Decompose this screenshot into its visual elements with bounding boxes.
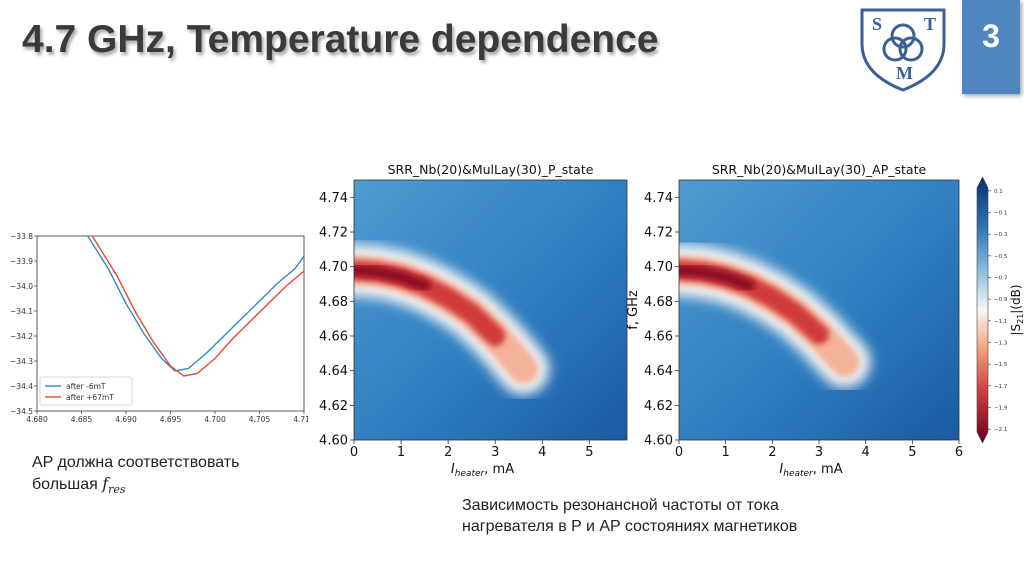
logo-knot-icon (882, 23, 924, 62)
logo-letter-m: M (896, 63, 913, 83)
x-tick-label: 1 (722, 445, 730, 460)
y-tick-label: −34.1 (10, 307, 33, 316)
heatmap-p-state: SRR_Nb(20)&MulLay(30)_P_state 4.60 4.62 4.6… (319, 162, 628, 476)
colorbar-tick-label: −1.9 (994, 406, 1008, 412)
heatmap-title: SRR_Nb(20)&MulLay(30)_P_state (388, 162, 594, 177)
colorbar-tick-label: −0.5 (994, 254, 1008, 260)
colorbar: 0.1 −0.1 −0.3 −0.5 −0.7 −0.9 −1.1 −1.3 −1.5 −1.7 −… (976, 176, 1024, 444)
heatmap-title: SRR_Nb(20)&MulLay(30)_AP_state (712, 162, 927, 177)
x-axis-label: Iheater, mA (779, 462, 842, 476)
x-tick-label: 0 (675, 445, 683, 460)
x-tick-label: 1 (397, 445, 405, 460)
y-tick-label: 4.68 (644, 295, 673, 310)
x-tick-label: 5 (585, 445, 593, 460)
logo-letter-t: T (924, 14, 936, 34)
y-tick-label: −33.9 (10, 257, 33, 266)
y-tick-label: 4.68 (319, 295, 348, 310)
y-tick-label: 4.66 (644, 330, 673, 345)
page-number-badge: 3 (962, 0, 1020, 94)
x-tick-label: 3 (815, 445, 823, 460)
heatmap-ap-state: SRR_Nb(20)&MulLay(30)_AP_state 4.60 4.62 4.… (626, 162, 963, 476)
heatmap-frame (353, 179, 628, 441)
left-caption-line2: большая fres (32, 473, 239, 500)
x-tick-label: 4 (538, 445, 546, 460)
colorbar-tick-label: −1.7 (994, 384, 1008, 390)
y-tick-label: 4.64 (319, 364, 348, 379)
x-tick-label: 2 (768, 445, 776, 460)
y-tick-label: −34.3 (10, 357, 33, 366)
legend-box (39, 376, 133, 406)
colorbar-tick-label: −0.7 (994, 276, 1008, 282)
x-tick-label: 4.710 (293, 415, 308, 424)
logo-shield (860, 8, 946, 92)
y-tick-label: −34.4 (10, 382, 33, 391)
right-caption-line2: нагревателя в P и AP состояниях магнетик… (462, 518, 798, 535)
colorbar-tick-label: −1.3 (994, 341, 1008, 347)
resonance-band-core (679, 264, 755, 292)
x-tick-label: 4.705 (249, 415, 271, 424)
fres-symbol: fres (102, 474, 126, 497)
y-tick-label: 4.62 (319, 399, 348, 414)
y-axis-label: f, GHz (626, 290, 641, 330)
x-tick-label: 4 (862, 445, 870, 460)
colorbar-label: |S21|(dB) (1009, 284, 1024, 335)
y-tick-label: 4.72 (644, 226, 673, 241)
institute-logo: S T M (860, 8, 946, 92)
y-tick-label: 4.72 (319, 226, 348, 241)
transmission-line-chart: −33.8 −33.9 −34.0 −34.1 −34.2 −34.3 −34.4 −34.5… (10, 232, 308, 424)
x-tick-label: 4.695 (160, 415, 182, 424)
x-tick-label: 4.685 (71, 415, 93, 424)
x-tick-label: 2 (444, 445, 452, 460)
left-caption-line1: AP должна соответствовать (32, 454, 240, 471)
y-tick-label: 4.64 (644, 364, 673, 379)
legend-label-0: after -6mT (66, 382, 106, 391)
x-tick-label: 3 (491, 445, 499, 460)
y-tick-label: 4.66 (319, 330, 348, 345)
y-tick-label: 4.60 (644, 434, 673, 449)
colorbar-tick-label: 0.1 (994, 189, 1003, 195)
heatmap-plot-area (354, 180, 627, 440)
x-tick-label: 4.680 (26, 415, 48, 424)
colorbar-tick-label: −0.9 (994, 297, 1008, 303)
y-tick-label: 4.62 (644, 399, 673, 414)
series-line-0 (87, 236, 304, 372)
y-tick-label: −34.5 (10, 407, 33, 416)
x-tick-label: 0 (350, 445, 358, 460)
legend-label-1: after +67mT (66, 393, 114, 402)
x-tick-label: 5 (908, 445, 916, 460)
right-caption: Зависимость резонансной частоты от тока … (462, 495, 797, 537)
colorbar-strip (976, 176, 989, 444)
series-line-1 (91, 236, 304, 377)
logo-letter-s: S (872, 14, 882, 34)
left-caption: AP должна соответствовать большая fres (32, 452, 239, 500)
y-tick-label: 4.74 (644, 191, 673, 206)
colorbar-tick-label: −0.1 (994, 211, 1007, 217)
right-caption-line1: Зависимость резонансной частоты от тока (462, 497, 779, 514)
resonance-band-core (354, 264, 431, 292)
x-axis-label: Iheater, mA (451, 462, 514, 476)
left-caption-prefix: большая (32, 476, 103, 493)
heatmap-panel: SRR_Nb(20)&MulLay(30)_P_state 4.60 4.62 4.6… (319, 162, 1024, 476)
x-tick-label: 4.690 (115, 415, 137, 424)
y-tick-label: 4.70 (319, 260, 348, 275)
colorbar-tick-label: −2.1 (994, 427, 1007, 433)
y-tick-label: 4.60 (319, 434, 348, 449)
y-tick-label: −34.0 (10, 282, 33, 291)
y-tick-label: 4.70 (644, 260, 673, 275)
colorbar-tick-label: −1.5 (994, 362, 1008, 368)
heatmap-plot-area (679, 180, 959, 440)
y-tick-label: −33.8 (10, 232, 33, 241)
y-tick-label: −34.2 (10, 332, 33, 341)
slide-title: 4.7 GHz, Temperature dependence (22, 18, 659, 61)
x-tick-label: 4.700 (204, 415, 226, 424)
x-tick-label: 6 (955, 445, 963, 460)
colorbar-tick-label: −1.1 (994, 319, 1007, 325)
colorbar-tick-label: −0.3 (994, 232, 1008, 238)
y-tick-label: 4.74 (319, 191, 348, 206)
